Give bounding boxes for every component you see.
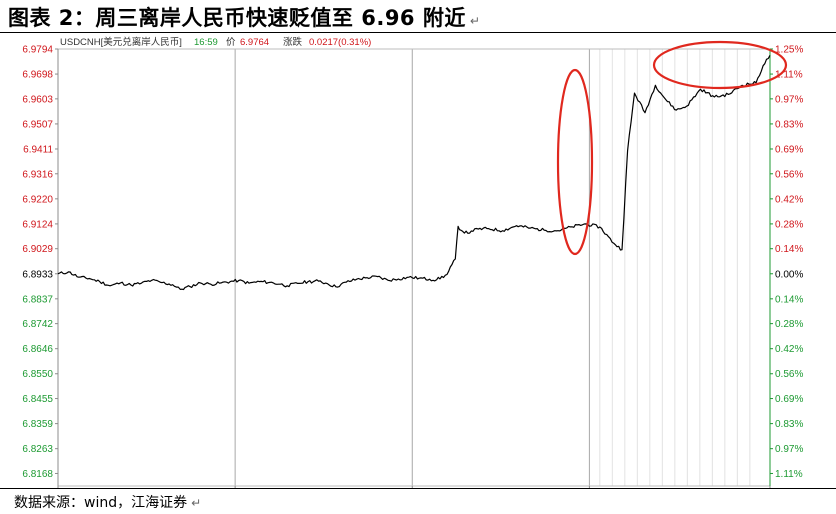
pct-tick-label: 0.97%	[775, 94, 803, 105]
chart-header: USDCNH[美元兑离岸人民币] 16:59 价 6.9764 涨跌 0.021…	[60, 36, 371, 48]
y-tick-label: 6.8263	[22, 444, 53, 455]
pct-tick-label: 1.11%	[775, 70, 803, 81]
x-tick-label: 19-07-29	[36, 493, 76, 494]
plot-frame	[57, 48, 771, 487]
x-tick-label: 19-07-30	[215, 493, 255, 494]
y-tick-label: 6.8168	[22, 469, 53, 480]
y-tick-label: 6.8359	[22, 419, 53, 430]
annotation-ellipse-high	[652, 40, 788, 90]
header-price-label: 价	[226, 37, 236, 48]
y-tick-label: 6.8550	[22, 369, 53, 380]
annotation-ellipse-drop	[556, 68, 594, 256]
pct-tick-label: 0.69%	[775, 394, 803, 405]
source-rule	[0, 488, 836, 489]
axes	[57, 48, 771, 487]
x-tick-label: 19-08-01	[569, 493, 609, 494]
y-tick-label: 6.8742	[22, 319, 53, 330]
pct-tick-label: 0.56%	[775, 169, 803, 180]
y-tick-label: 6.9411	[23, 144, 53, 155]
price-chart: 6.9794 6.9698 6.9603 6.9507 6.9411 6.9316 6.92…	[22, 36, 803, 494]
y-tick-label: 6.9794	[22, 45, 53, 56]
title-rule	[0, 32, 836, 33]
pct-tick-labels: 1.25% 1.11% 0.97% 0.83% 0.69% 0.56% 0.42% 0.28%…	[770, 45, 803, 480]
header-change-label: 涨跌	[283, 36, 303, 48]
y-tick-label: 6.8455	[22, 394, 53, 405]
y-tick-label: 6.9124	[22, 219, 53, 230]
pct-tick-label: 0.14%	[775, 294, 803, 305]
y-tick-label: 6.9316	[22, 169, 53, 180]
pct-tick-label: 0.28%	[775, 319, 803, 330]
source-note: 数据来源：wind，江海证券 ↵	[14, 495, 202, 511]
pct-tick-label: 0.97%	[775, 444, 803, 455]
y-tick-label: 6.9698	[22, 70, 53, 81]
pct-tick-label: 0.83%	[775, 119, 803, 130]
pct-tick-label: 0.00%	[775, 269, 803, 280]
pct-tick-label: 0.14%	[775, 244, 803, 255]
pct-tick-label: 1.11%	[775, 469, 803, 480]
y-tick-label: 6.8933	[22, 269, 53, 280]
header-price: 6.9764	[240, 37, 269, 48]
pct-tick-label: 0.42%	[775, 194, 803, 205]
grid	[234, 49, 751, 486]
y-tick-label: 6.9220	[22, 194, 53, 205]
y-tick-labels: 6.9794 6.9698 6.9603 6.9507 6.9411 6.9316 6.92…	[22, 45, 58, 480]
x-tick-label: 16:59	[745, 493, 770, 494]
y-tick-label: 6.8646	[22, 344, 53, 355]
source-paragraph-mark: ↵	[191, 496, 202, 510]
y-tick-label: 6.8837	[22, 294, 53, 305]
x-tick-label: 19-07-31	[392, 493, 432, 494]
pct-tick-label: 0.83%	[775, 419, 803, 430]
pct-tick-label: 0.56%	[775, 369, 803, 380]
header-symbol: USDCNH[美元兑离岸人民币]	[60, 36, 182, 48]
y-tick-label: 6.9603	[22, 94, 53, 105]
header-time: 16:59	[194, 37, 218, 48]
pct-tick-label: 1.25%	[775, 45, 803, 56]
price-series-line	[57, 55, 771, 291]
y-tick-label: 6.9029	[22, 244, 53, 255]
pct-tick-label: 0.69%	[775, 144, 803, 155]
paragraph-mark: ↵	[469, 14, 481, 28]
header-change: 0.0217(0.31%)	[309, 37, 371, 48]
pct-tick-label: 0.28%	[775, 219, 803, 230]
pct-tick-label: 0.42%	[775, 344, 803, 355]
figure-title: 图表 2：周三离岸人民币快速贬值至 6.96 附近 ↵	[8, 6, 481, 30]
y-tick-label: 6.9507	[22, 119, 53, 130]
